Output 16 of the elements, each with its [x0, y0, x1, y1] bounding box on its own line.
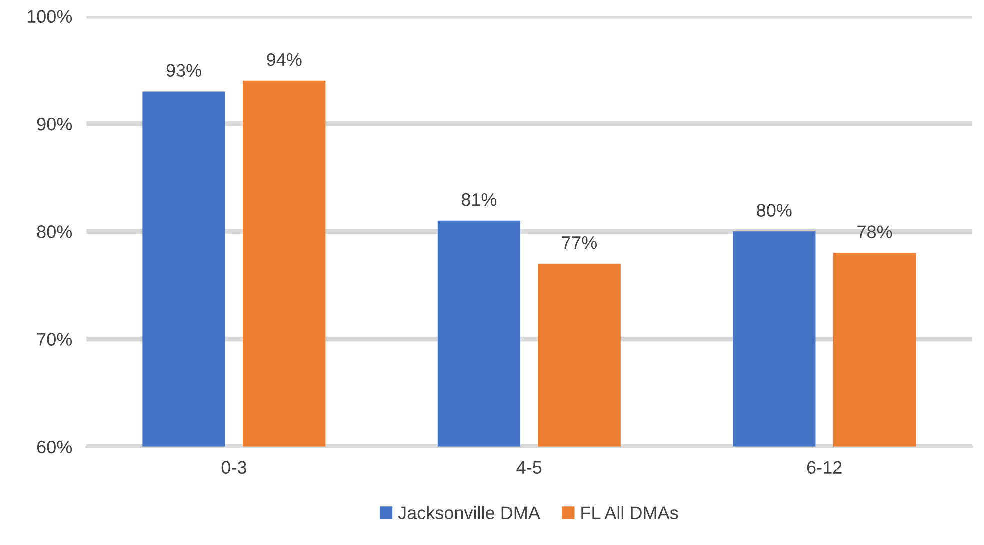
x-tick-label: 6-12	[807, 461, 842, 474]
y-tick-label: 80%	[37, 226, 72, 238]
y-tick-label: 90%	[37, 118, 72, 131]
legend-label: Jacksonville DMA	[398, 506, 540, 520]
x-tick-label: 0-3	[222, 461, 246, 474]
y-tick-label: 100%	[28, 10, 72, 24]
data-label: 81%	[462, 193, 497, 206]
data-label: 78%	[858, 226, 892, 238]
data-label: 94%	[267, 53, 302, 66]
y-tick-label: 60%	[37, 440, 72, 454]
data-label: 80%	[757, 204, 792, 217]
data-label: 77%	[562, 236, 598, 250]
data-label: 93%	[166, 64, 202, 78]
x-tick-label: 4-5	[516, 461, 542, 474]
legend-label: FL All DMAs	[582, 506, 678, 520]
y-tick-label: 70%	[37, 333, 72, 346]
